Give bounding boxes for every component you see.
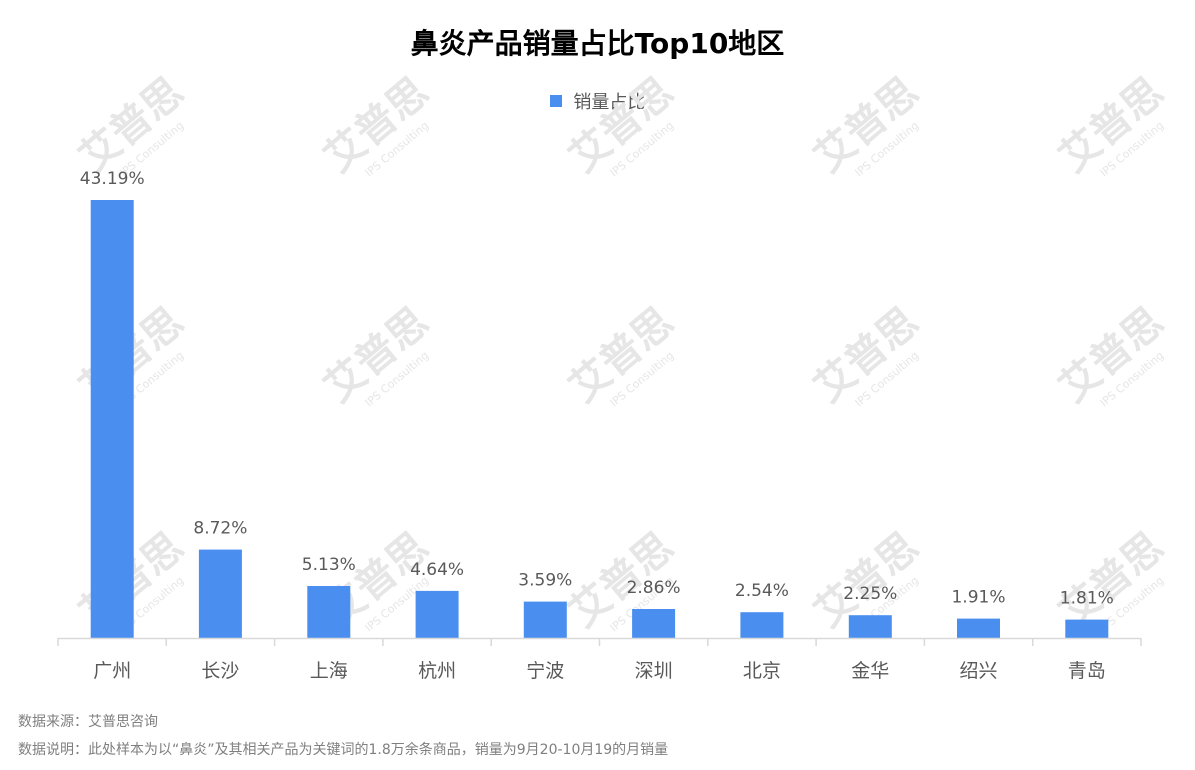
bars-group [90, 200, 1109, 638]
bar-9 [957, 618, 1000, 638]
legend-swatch [549, 95, 562, 107]
category-label-6: 深圳 [635, 660, 673, 682]
data-label-3: 5.13% [302, 555, 356, 575]
data-source-note: 数据来源：艾普思咨询 [18, 714, 158, 730]
data-label-6: 2.86% [627, 578, 681, 598]
data-description-note: 数据说明：此处样本为以“鼻炎”及其相关产品为关键词的1.8万余条商品，销量为9月… [18, 742, 669, 758]
category-label-1: 广州 [93, 660, 131, 682]
category-label-4: 杭州 [418, 660, 456, 682]
labels-group: 43.19% 广州 8.72% 长沙 5.13% 上海 4.64% 杭州 3.59% 宁波 2.86… [80, 169, 1114, 682]
data-label-10: 1.81% [1060, 589, 1114, 609]
category-label-5: 宁波 [526, 660, 564, 682]
data-label-1: 43.19% [80, 169, 145, 189]
bar-6 [632, 609, 676, 638]
data-label-4: 4.64% [410, 560, 464, 580]
bar-7 [740, 612, 784, 638]
bar-10 [1065, 619, 1109, 638]
category-label-3: 上海 [310, 660, 348, 682]
legend-label: 销量占比 [573, 92, 646, 113]
category-label-2: 长沙 [201, 660, 239, 682]
x-axis [57, 637, 1142, 646]
bar-4 [415, 590, 459, 638]
category-label-8: 金华 [851, 660, 889, 682]
data-label-9: 1.91% [951, 588, 1005, 608]
data-label-2: 8.72% [193, 519, 247, 539]
category-label-9: 绍兴 [959, 660, 997, 682]
bar-3 [307, 586, 351, 638]
data-label-8: 2.25% [843, 584, 897, 604]
data-label-7: 2.54% [735, 581, 789, 601]
bar-8 [848, 615, 892, 638]
category-label-10: 青岛 [1068, 660, 1106, 682]
bar-1 [90, 200, 134, 638]
chart-legend: 销量占比 [0, 88, 1195, 114]
data-label-5: 3.59% [518, 571, 572, 591]
chart-title: 鼻炎产品销量占比Top10地区 [410, 27, 785, 60]
bar-2 [198, 549, 242, 638]
bar-5 [523, 601, 567, 638]
category-label-7: 北京 [743, 660, 781, 682]
